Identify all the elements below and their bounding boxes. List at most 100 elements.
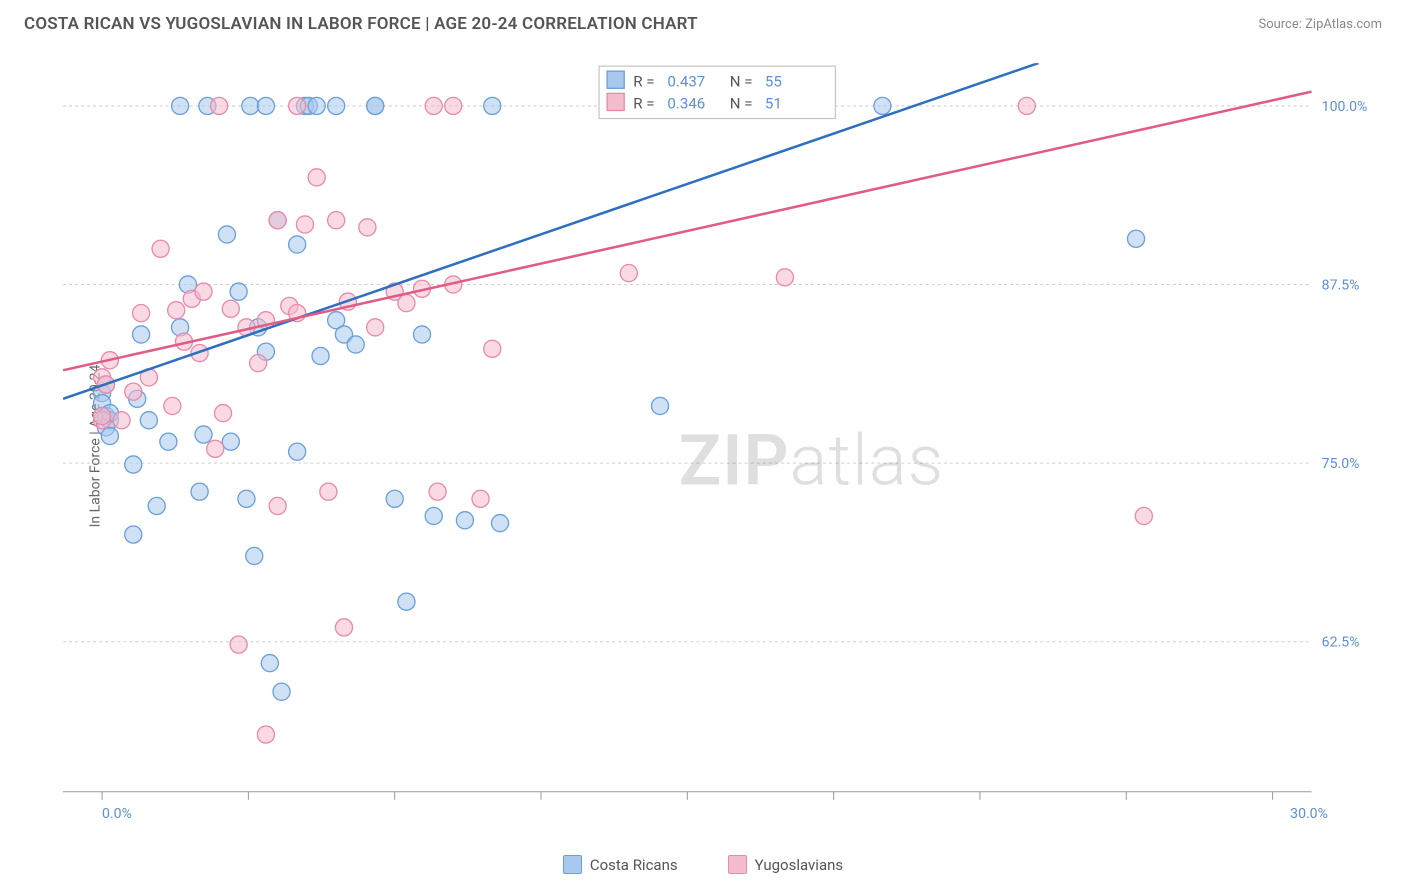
data-point bbox=[257, 726, 274, 743]
data-point bbox=[492, 515, 509, 532]
plot-area: 62.5% 75.0% 87.5% 100.0% 0.0% 30.0% ZIPatlas R … bbox=[55, 55, 1382, 822]
data-point bbox=[398, 593, 415, 610]
stat-R-value: 0.437 bbox=[667, 72, 705, 90]
data-point bbox=[335, 619, 352, 636]
y-tick-label: 100.0% bbox=[1322, 99, 1368, 115]
data-point bbox=[367, 319, 384, 336]
data-point bbox=[125, 526, 142, 543]
data-point bbox=[320, 483, 337, 500]
data-point bbox=[261, 655, 278, 672]
data-point bbox=[250, 355, 267, 372]
data-point bbox=[257, 97, 274, 114]
data-point bbox=[413, 326, 430, 343]
data-point bbox=[289, 236, 306, 253]
data-point bbox=[425, 97, 442, 114]
data-point bbox=[140, 412, 157, 429]
data-point bbox=[289, 97, 306, 114]
data-point bbox=[94, 407, 111, 424]
data-point bbox=[328, 212, 345, 229]
data-point bbox=[1128, 230, 1145, 247]
stat-N-label: N = bbox=[730, 94, 753, 112]
stat-swatch bbox=[607, 93, 624, 110]
data-point bbox=[651, 397, 668, 414]
stat-R-value: 0.346 bbox=[667, 94, 705, 112]
stat-N-value: 51 bbox=[765, 94, 782, 112]
chart-source: Source: ZipAtlas.com bbox=[1258, 17, 1382, 32]
data-point bbox=[308, 97, 325, 114]
data-point bbox=[164, 397, 181, 414]
watermark: ZIPatlas bbox=[679, 420, 945, 502]
y-tick-label: 62.5% bbox=[1322, 635, 1360, 651]
data-point bbox=[273, 683, 290, 700]
data-point bbox=[328, 97, 345, 114]
data-point bbox=[242, 97, 259, 114]
data-point bbox=[211, 97, 228, 114]
stat-R-label: R = bbox=[633, 72, 654, 90]
chart-header: COSTA RICAN VS YUGOSLAVIAN IN LABOR FORC… bbox=[0, 0, 1406, 42]
data-point bbox=[113, 412, 130, 429]
data-point bbox=[207, 440, 224, 457]
data-point bbox=[425, 507, 442, 524]
data-point bbox=[101, 427, 118, 444]
data-point bbox=[386, 490, 403, 507]
y-tick-label: 87.5% bbox=[1322, 278, 1360, 294]
y-tick-label: 75.0% bbox=[1322, 456, 1360, 472]
data-point bbox=[160, 433, 177, 450]
data-point bbox=[445, 97, 462, 114]
data-point bbox=[133, 326, 150, 343]
data-point bbox=[222, 300, 239, 317]
data-point bbox=[214, 405, 231, 422]
data-point bbox=[620, 265, 637, 282]
data-point bbox=[484, 340, 501, 357]
data-point bbox=[1018, 97, 1035, 114]
data-point bbox=[125, 383, 142, 400]
data-point bbox=[269, 212, 286, 229]
legend-item-yugoslavians: Yugoslavians bbox=[728, 855, 844, 874]
stat-N-label: N = bbox=[730, 72, 753, 90]
stat-swatch bbox=[607, 71, 624, 88]
data-point bbox=[289, 443, 306, 460]
legend-item-costa-ricans: Costa Ricans bbox=[563, 855, 678, 874]
x-tick-label: 30.0% bbox=[1290, 806, 1328, 822]
data-point bbox=[269, 497, 286, 514]
data-point bbox=[429, 483, 446, 500]
data-point bbox=[456, 512, 473, 529]
data-point bbox=[195, 426, 212, 443]
data-point bbox=[230, 636, 247, 653]
data-point bbox=[472, 490, 489, 507]
bottom-legend: Costa Ricans Yugoslavians bbox=[0, 855, 1406, 874]
data-point bbox=[172, 97, 189, 114]
data-point bbox=[191, 483, 208, 500]
data-point bbox=[1135, 507, 1152, 524]
x-tick-label: 0.0% bbox=[102, 806, 132, 822]
data-point bbox=[195, 283, 212, 300]
data-point bbox=[874, 97, 891, 114]
chart-container: COSTA RICAN VS YUGOSLAVIAN IN LABOR FORC… bbox=[0, 0, 1406, 892]
stat-N-value: 55 bbox=[765, 72, 782, 90]
stat-R-label: R = bbox=[633, 94, 654, 112]
chart-title: COSTA RICAN VS YUGOSLAVIAN IN LABOR FORC… bbox=[24, 14, 698, 34]
data-point bbox=[347, 336, 364, 353]
data-point bbox=[218, 226, 235, 243]
plot-svg: 62.5% 75.0% 87.5% 100.0% 0.0% 30.0% ZIPatlas R … bbox=[55, 55, 1382, 822]
data-point bbox=[125, 456, 142, 473]
data-point bbox=[308, 169, 325, 186]
data-point bbox=[148, 497, 165, 514]
data-point bbox=[238, 490, 255, 507]
data-point bbox=[296, 216, 313, 233]
data-point bbox=[776, 269, 793, 286]
legend-label: Yugoslavians bbox=[755, 856, 844, 874]
data-point bbox=[230, 283, 247, 300]
data-point bbox=[312, 347, 329, 364]
data-point bbox=[133, 305, 150, 322]
data-point bbox=[152, 240, 169, 257]
legend-swatch-costa-ricans bbox=[563, 855, 582, 874]
data-point bbox=[246, 547, 263, 564]
data-point bbox=[398, 295, 415, 312]
legend-label: Costa Ricans bbox=[590, 856, 678, 874]
data-point bbox=[367, 97, 384, 114]
data-point bbox=[168, 302, 185, 319]
data-point bbox=[222, 433, 239, 450]
trend-line bbox=[63, 92, 1312, 371]
legend-swatch-yugoslavians bbox=[728, 855, 747, 874]
